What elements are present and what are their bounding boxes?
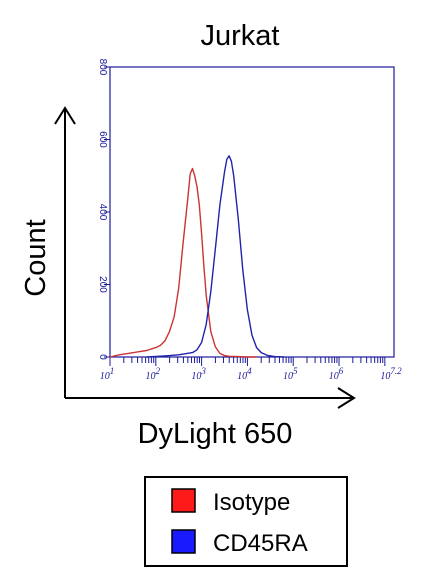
x-axis-ticks: 101 102 103 104 105 106 107.2 (100, 357, 402, 382)
legend-label-cd45ra: CD45RA (213, 530, 308, 557)
x-tick-exponent: 7.2 (390, 366, 402, 376)
series-layer (109, 155, 285, 358)
x-tick-base: 10 (191, 371, 201, 382)
x-tick-label: 101 (100, 366, 115, 382)
x-axis-label: DyLight 650 (138, 418, 293, 450)
x-tick-base: 10 (100, 371, 110, 382)
x-tick-label: 103 (191, 366, 206, 382)
plot-frame (109, 66, 395, 358)
series-line-isotype (109, 167, 257, 358)
legend: Isotype CD45RA (144, 476, 348, 567)
x-tick-base: 10 (146, 371, 156, 382)
x-tick-exponent: 1 (110, 366, 115, 376)
x-tick-base: 10 (380, 371, 390, 382)
y-axis-ticks: 0 200 400 600 800 (97, 59, 110, 360)
legend-swatch-isotype (171, 488, 196, 513)
y-axis-label: Count (20, 219, 52, 296)
y-tick-label: 400 (97, 204, 108, 221)
x-tick-exponent: 2 (156, 366, 161, 376)
y-tick-label: 0 (97, 354, 108, 360)
x-tick-base: 10 (329, 371, 339, 382)
legend-label-isotype: Isotype (213, 489, 290, 516)
x-tick-base: 10 (283, 371, 293, 382)
legend-swatch-cd45ra (171, 529, 196, 554)
y-tick-label: 200 (97, 276, 108, 293)
chart-title: Jurkat (201, 20, 280, 52)
x-tick-label: 105 (283, 366, 298, 382)
x-tick-exponent: 5 (293, 366, 298, 376)
series-line-cd45ra (146, 155, 285, 358)
x-tick-exponent: 4 (247, 366, 252, 376)
x-tick-exponent: 6 (339, 366, 344, 376)
x-tick-label: 106 (329, 366, 344, 382)
x-tick-exponent: 3 (200, 366, 206, 376)
y-tick-label: 800 (97, 59, 108, 76)
x-tick-base: 10 (237, 371, 247, 382)
x-tick-label: 102 (146, 366, 161, 382)
x-tick-label: 104 (237, 366, 252, 382)
axis-arrows (54, 106, 356, 409)
x-tick-label: 107.2 (380, 366, 402, 382)
y-tick-label: 600 (97, 131, 108, 148)
